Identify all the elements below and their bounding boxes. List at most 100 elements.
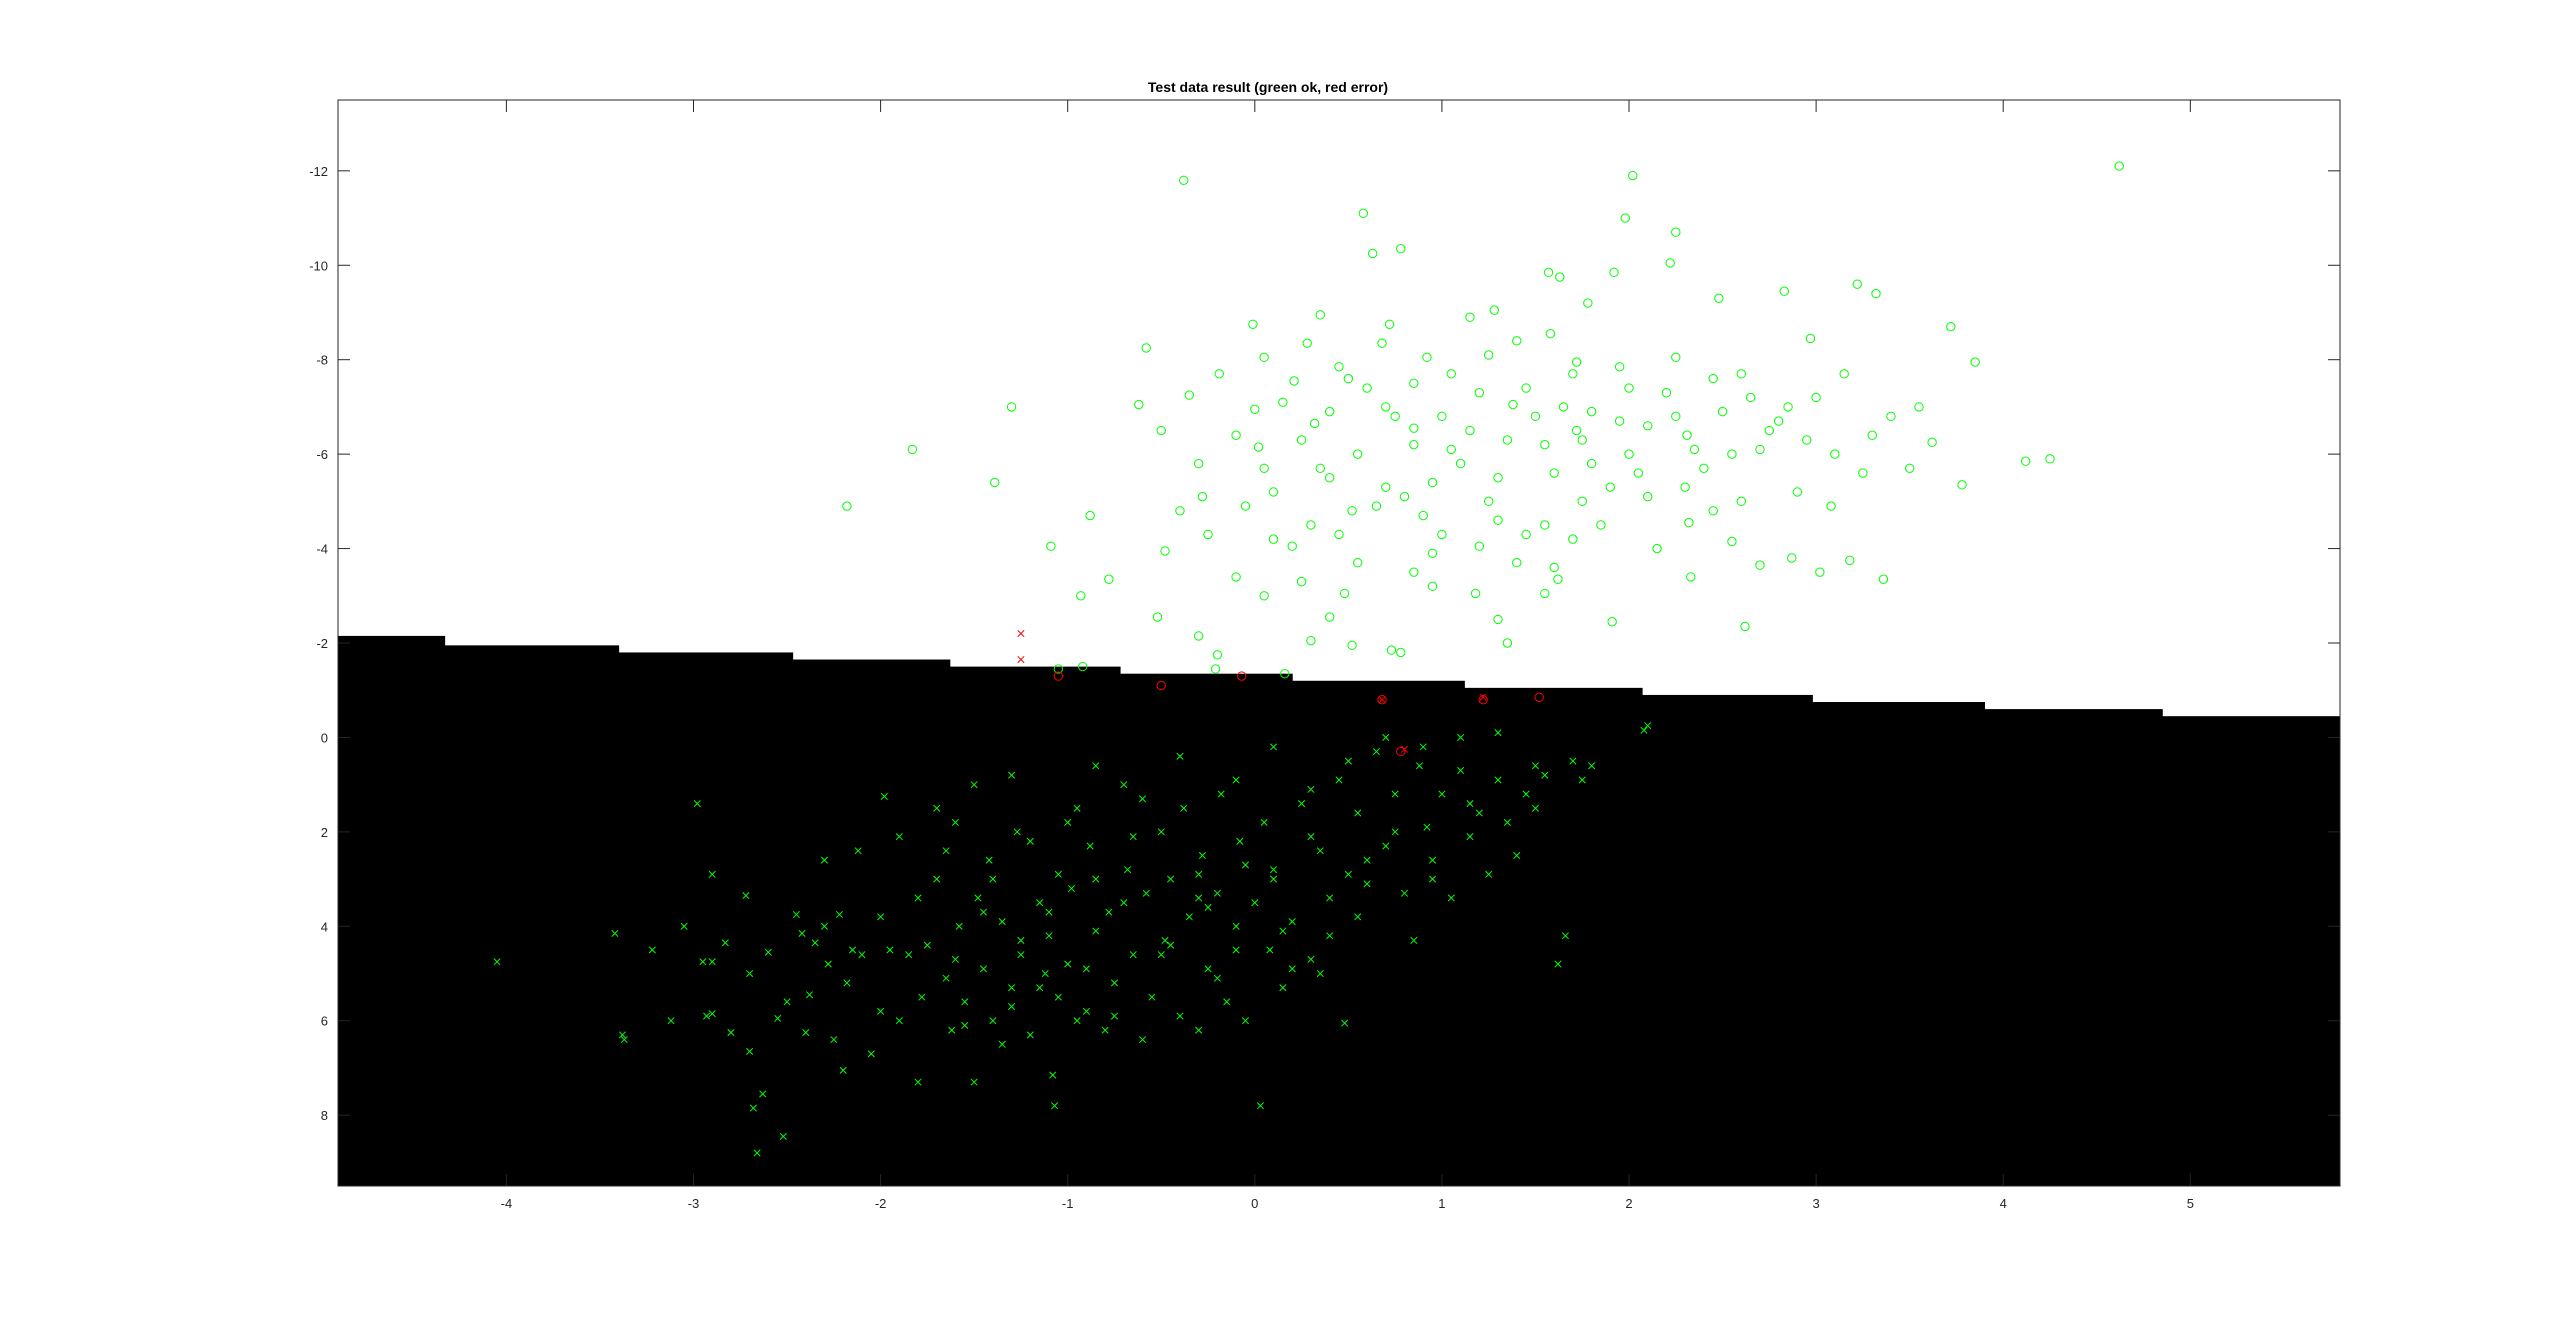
data-point-circle	[1315, 463, 1325, 473]
data-point-circle	[1684, 517, 1694, 528]
data-point-circle	[1783, 402, 1793, 412]
data-point-circle	[1839, 369, 1849, 379]
data-point-circle	[1302, 338, 1312, 348]
data-point-cross	[1241, 861, 1250, 869]
data-point-circle	[1399, 491, 1410, 502]
data-point-circle	[1493, 614, 1503, 625]
data-point-circle	[1534, 692, 1544, 702]
data-point-cross	[1180, 804, 1188, 812]
data-point-circle	[1085, 510, 1095, 521]
data-point-cross	[1316, 847, 1324, 855]
data-point-circle	[1671, 352, 1681, 363]
data-point-circle	[1686, 572, 1696, 582]
data-point-circle	[1231, 430, 1241, 440]
data-point-circle	[1568, 534, 1578, 544]
data-point-cross	[1428, 856, 1437, 864]
y-tick-label: -2	[316, 636, 328, 651]
data-point-circle	[1727, 449, 1737, 459]
data-point-cross	[1157, 951, 1165, 959]
data-point-cross	[1176, 752, 1184, 760]
data-point-cross	[1223, 998, 1231, 1006]
data-point-circle	[1343, 373, 1354, 384]
x-tick-label: 5	[2187, 1196, 2194, 1211]
chart-title: Test data result (green ok, red error)	[1148, 79, 1388, 95]
data-point-cross	[1447, 894, 1455, 902]
data-point-cross	[1204, 903, 1212, 911]
data-point-cross	[1400, 745, 1409, 753]
data-point-circle	[2045, 454, 2055, 464]
data-point-cross	[1316, 969, 1324, 978]
data-point-circle	[1339, 588, 1350, 599]
data-point-circle	[1287, 541, 1297, 551]
data-point-cross	[835, 910, 843, 919]
data-point-cross	[1400, 889, 1409, 897]
data-point-cross	[753, 1149, 761, 1157]
data-point-cross	[708, 870, 716, 878]
data-point-circle	[1740, 621, 1750, 632]
data-point-cross	[1036, 984, 1044, 992]
data-point-circle	[1682, 430, 1692, 440]
data-point-circle	[1596, 520, 1606, 530]
data-point-circle	[1483, 496, 1494, 507]
data-point-cross	[648, 946, 656, 954]
data-point-cross	[1457, 766, 1465, 775]
data-point-cross	[764, 948, 772, 956]
data-point-circle	[1549, 562, 1559, 573]
data-point-cross	[1298, 799, 1306, 808]
data-point-circle	[1231, 572, 1241, 582]
data-point-cross	[1279, 984, 1287, 992]
data-point-cross	[1307, 955, 1315, 963]
data-point-cross	[914, 894, 922, 902]
data-point-cross	[1354, 913, 1362, 921]
data-point-cross	[1148, 993, 1156, 1001]
data-point-cross	[1110, 979, 1119, 987]
data-point-circle	[1586, 458, 1597, 469]
data-point-cross	[970, 781, 978, 789]
data-point-cross	[1142, 889, 1150, 897]
data-point-circle	[1957, 480, 1967, 490]
data-point-cross	[1051, 1102, 1059, 1110]
data-point-circle	[1455, 458, 1466, 469]
data-point-circle	[1184, 390, 1195, 400]
region-step	[1984, 709, 2163, 1186]
data-point-circle	[1858, 468, 1868, 478]
data-point-circle	[1240, 501, 1251, 511]
data-point-cross	[1391, 790, 1399, 798]
data-point-circle	[1324, 612, 1335, 622]
y-tick-label: -6	[316, 447, 328, 462]
data-point-circle	[1577, 496, 1587, 507]
data-point-cross	[1391, 828, 1399, 836]
data-point-circle	[1134, 399, 1144, 410]
data-point-circle	[1680, 482, 1690, 492]
data-point-circle	[1708, 506, 1718, 516]
data-point-cross	[693, 799, 701, 808]
data-point-cross	[1105, 908, 1113, 916]
data-point-cross	[1485, 870, 1493, 878]
data-point-cross	[1195, 894, 1203, 902]
data-point-circle	[1755, 560, 1765, 570]
data-point-cross	[1644, 722, 1652, 730]
x-tick-label: -1	[1062, 1196, 1074, 1211]
data-point-circle	[1197, 491, 1208, 502]
data-point-cross	[1082, 965, 1090, 973]
data-point-cross	[1382, 733, 1390, 741]
data-point-circle	[1427, 477, 1438, 488]
data-point-cross	[830, 1036, 838, 1044]
data-point-cross	[1213, 974, 1221, 982]
data-point-cross	[1494, 729, 1502, 737]
data-point-circle	[1714, 293, 1724, 304]
data-point-circle	[1386, 645, 1397, 655]
data-point-cross	[1531, 762, 1540, 770]
data-point-cross	[858, 951, 866, 959]
data-point-circle	[1334, 362, 1344, 372]
data-point-circle	[1250, 404, 1260, 414]
data-point-cross	[1064, 818, 1072, 826]
data-point-cross	[1466, 799, 1474, 808]
data-point-cross	[1217, 790, 1225, 798]
y-tick-label: 8	[321, 1108, 328, 1123]
data-point-circle	[1465, 425, 1475, 436]
data-point-cross	[1017, 655, 1025, 664]
data-point-circle	[1053, 671, 1064, 681]
data-point-cross	[979, 965, 988, 973]
